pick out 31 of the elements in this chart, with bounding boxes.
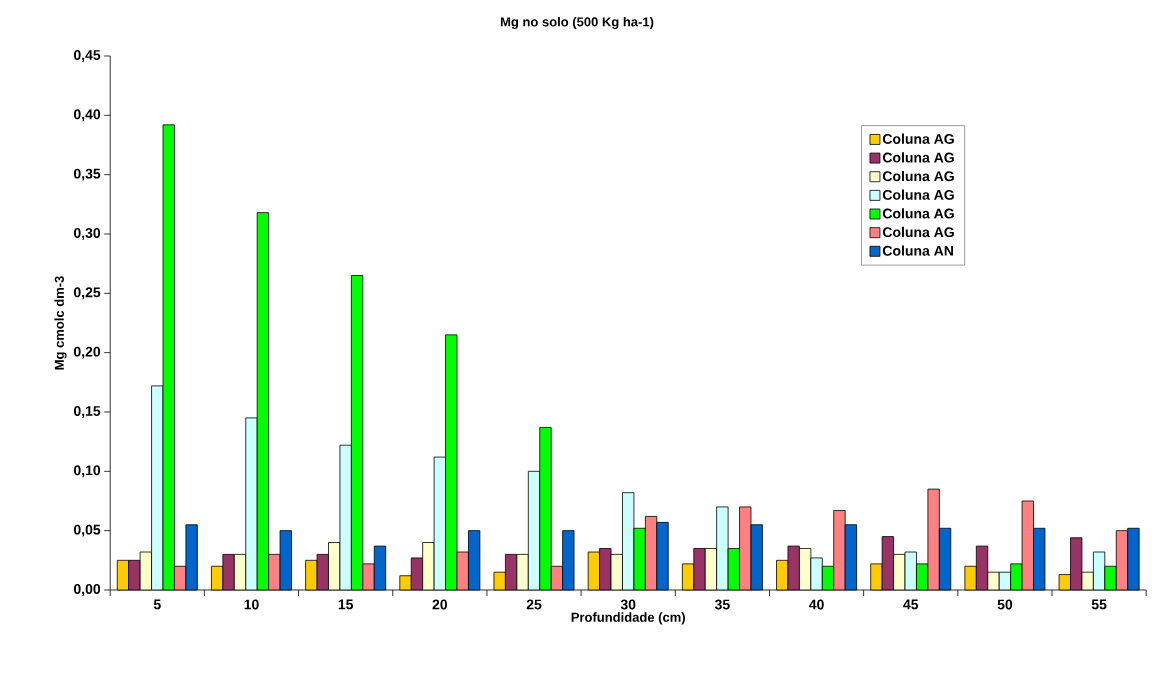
y-tick-label: 0,40 (73, 109, 101, 122)
x-tick-label: 30 (620, 599, 636, 610)
x-tick-label: 25 (526, 599, 542, 610)
legend-label: Coluna AG (882, 152, 954, 163)
legend-label: Coluna AG (882, 170, 954, 182)
chart-title: Mg no solo (500 Kg ha-1) (500, 16, 654, 30)
x-tick-label: 45 (903, 599, 919, 610)
x-tick-label: 5 (153, 599, 161, 610)
x-tick-label: 20 (432, 599, 448, 610)
x-tick-label: 55 (1091, 599, 1107, 610)
y-tick-label: 0,00 (73, 584, 101, 596)
legend-label: Coluna AG (882, 189, 954, 200)
x-tick-label: 15 (338, 599, 354, 610)
legend-label: Coluna AG (882, 226, 954, 238)
y-tick-label: 0,25 (73, 287, 101, 300)
x-tick-label: 10 (244, 599, 259, 610)
y-tick-label: 0,45 (73, 50, 101, 62)
x-axis-title: Profundidade (cm) (571, 612, 685, 625)
y-axis-title: Mg cmolc dm-3 (54, 276, 67, 370)
legend-label: Coluna AG (882, 208, 954, 219)
y-tick-label: 0,10 (73, 465, 101, 478)
y-tick-label: 0,35 (73, 168, 101, 181)
legend-label: Coluna AN (882, 245, 953, 256)
y-tick-label: 0,15 (73, 406, 101, 418)
y-tick-label: 0,30 (73, 228, 101, 240)
x-tick-label: 40 (809, 599, 824, 610)
y-tick-label: 0,05 (73, 524, 101, 537)
y-tick-label: 0,20 (73, 346, 101, 359)
x-tick-label: 50 (997, 599, 1013, 610)
x-tick-label: 35 (714, 599, 730, 610)
legend-label: Coluna AG (882, 133, 954, 144)
